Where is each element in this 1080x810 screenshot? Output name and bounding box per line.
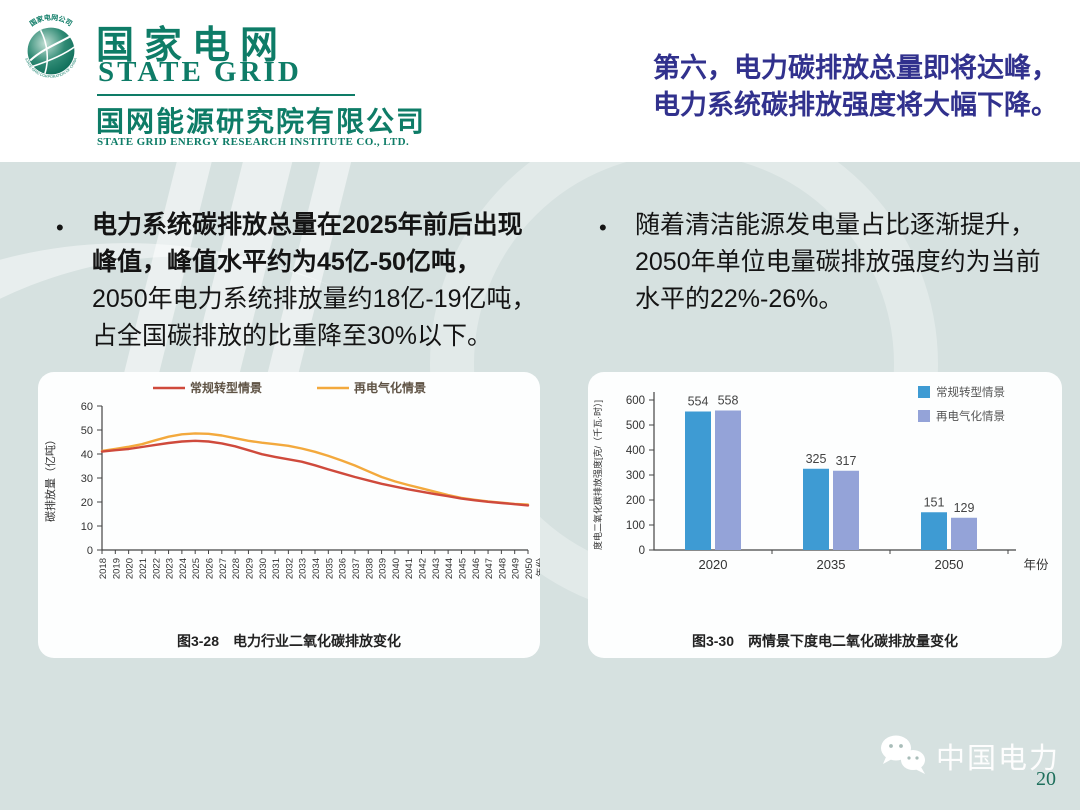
svg-text:2050: 2050 xyxy=(935,557,964,572)
svg-text:100: 100 xyxy=(626,520,645,532)
svg-text:2038: 2038 xyxy=(364,558,375,579)
line-chart-card: 0 10 20 30 40 50 60 2018 2019 2020 2021 2022 2023 202… xyxy=(38,372,547,658)
svg-text:2037: 2037 xyxy=(351,558,362,579)
svg-text:2043: 2043 xyxy=(431,558,442,579)
svg-text:317: 317 xyxy=(836,454,857,468)
svg-text:2042: 2042 xyxy=(418,558,429,579)
svg-text:558: 558 xyxy=(718,394,739,408)
svg-text:2023: 2023 xyxy=(165,558,176,579)
svg-text:年份: 年份 xyxy=(535,558,540,578)
bullet-left-line3: 2050年电力系统排放量约18亿-19亿吨， xyxy=(92,285,537,313)
svg-text:2024: 2024 xyxy=(178,558,189,579)
bullet-marker: • xyxy=(599,215,607,240)
svg-text:554: 554 xyxy=(688,395,709,409)
svg-text:2031: 2031 xyxy=(271,558,282,579)
svg-text:2036: 2036 xyxy=(338,558,349,579)
svg-text:600: 600 xyxy=(626,395,645,407)
svg-text:国家电网公司: 国家电网公司 xyxy=(28,13,74,28)
page-number: 20 xyxy=(1036,768,1056,790)
svg-text:2027: 2027 xyxy=(218,558,229,579)
svg-text:2050: 2050 xyxy=(524,558,535,579)
svg-text:500: 500 xyxy=(626,420,645,432)
svg-text:2020: 2020 xyxy=(125,558,136,579)
brand-text: 中国电力 xyxy=(936,743,1061,775)
svg-text:再电气化情景: 再电气化情景 xyxy=(936,409,1005,423)
bullet-marker: • xyxy=(56,215,64,240)
bullet-left-line1: 电力系统碳排放总量在2025年前后出现 xyxy=(92,211,523,239)
logo-ring-top-text: 国家电网公司 xyxy=(28,13,74,28)
svg-text:129: 129 xyxy=(954,501,975,515)
svg-text:2029: 2029 xyxy=(244,558,255,579)
svg-text:60: 60 xyxy=(81,401,93,413)
svg-text:200: 200 xyxy=(626,495,645,507)
svg-text:2044: 2044 xyxy=(444,558,455,579)
svg-text:2046: 2046 xyxy=(471,558,482,579)
svg-text:2030: 2030 xyxy=(258,558,269,579)
svg-text:20: 20 xyxy=(81,497,93,509)
svg-text:2034: 2034 xyxy=(311,558,322,579)
svg-text:300: 300 xyxy=(626,470,645,482)
slide-title-line1: 第六，电力碳排放总量即将达峰， xyxy=(653,53,1058,83)
svg-text:2039: 2039 xyxy=(378,558,389,579)
svg-text:2025: 2025 xyxy=(191,558,202,579)
org-name-en: STATE GRID ENERGY RESEARCH INSTITUTE CO.… xyxy=(97,136,410,148)
svg-text:2018: 2018 xyxy=(98,558,109,579)
footer-brand: 中国电力 xyxy=(878,733,1060,779)
header: 国家电网公司 STATE GRID CORPORATION OF CHINA 国… xyxy=(0,0,1080,162)
bullet-left: • 电力系统碳排放总量在2025年前后出现 峰值，峰值水平约为45亿-50亿吨，… xyxy=(56,207,552,355)
svg-text:2035: 2035 xyxy=(324,558,335,579)
svg-text:常规转型情景: 常规转型情景 xyxy=(936,385,1005,399)
svg-text:常规转型情景: 常规转型情景 xyxy=(190,380,262,395)
bar-chart-caption: 图3-30 两情景下度电二氧化碳排放量变化 xyxy=(691,633,959,649)
svg-text:2022: 2022 xyxy=(151,558,162,579)
svg-text:40: 40 xyxy=(81,449,93,461)
bullet-right-line2: 2050年单位电量碳排放强度约为当前 xyxy=(635,248,1041,276)
svg-text:325: 325 xyxy=(806,452,827,466)
svg-text:2019: 2019 xyxy=(111,558,122,579)
bar-chart-card: 0 100 200 300 400 500 600 554 558 2020 325 317 2035 1… xyxy=(588,372,1062,658)
bullet-right-line3: 水平的22%-26%。 xyxy=(635,285,844,313)
svg-text:50: 50 xyxy=(81,425,93,437)
state-grid-globe-icon: 国家电网公司 STATE GRID CORPORATION OF CHINA xyxy=(24,13,78,79)
org-name-cn: 国网能源研究院有限公司 xyxy=(96,106,427,137)
bullet-right-line1: 随着清洁能源发电量占比逐渐提升， xyxy=(635,211,1036,239)
slide-title: 第六，电力碳排放总量即将达峰， 电力系统碳排放强度将大幅下降。 xyxy=(653,50,1073,124)
svg-text:2032: 2032 xyxy=(284,558,295,579)
svg-text:2041: 2041 xyxy=(404,558,415,579)
svg-text:0: 0 xyxy=(87,545,93,557)
svg-text:151: 151 xyxy=(924,495,945,509)
svg-text:2049: 2049 xyxy=(511,558,522,579)
svg-text:2026: 2026 xyxy=(205,558,216,579)
svg-text:碳排放量（亿吨）: 碳排放量（亿吨） xyxy=(43,434,57,522)
slide-title-line2: 电力系统碳排放强度将大幅下降。 xyxy=(653,90,1058,120)
svg-text:再电气化情景: 再电气化情景 xyxy=(354,380,426,395)
bullet-right: • 随着清洁能源发电量占比逐渐提升， 2050年单位电量碳排放强度约为当前 水平… xyxy=(599,207,1075,318)
svg-text:度电二氧化碳排放强度[克/（千瓦·时）]: 度电二氧化碳排放强度[克/（千瓦·时）] xyxy=(592,400,603,550)
svg-text:2028: 2028 xyxy=(231,558,242,579)
logo-title-cn: 国家电网 xyxy=(96,25,289,67)
svg-text:2021: 2021 xyxy=(138,558,149,579)
logo-divider xyxy=(97,94,355,96)
svg-text:2020: 2020 xyxy=(699,557,728,572)
svg-text:年份: 年份 xyxy=(1023,558,1049,572)
svg-text:2048: 2048 xyxy=(497,558,508,579)
svg-text:2045: 2045 xyxy=(457,558,468,579)
svg-text:400: 400 xyxy=(626,445,645,457)
svg-text:2035: 2035 xyxy=(817,557,846,572)
svg-text:0: 0 xyxy=(639,545,645,557)
logo-title-en: STATE GRID xyxy=(98,56,302,88)
svg-text:10: 10 xyxy=(81,521,93,533)
bullet-left-line2: 峰值，峰值水平约为45亿-50亿吨， xyxy=(92,248,481,276)
bullet-left-line4: 占全国碳排放的比重降至30%以下。 xyxy=(92,322,493,350)
svg-text:30: 30 xyxy=(81,473,93,485)
wechat-icon xyxy=(881,735,925,774)
bar-chart-svg: 0 100 200 300 400 500 600 554 558 2020 325 317 2035 1… xyxy=(592,385,1049,572)
svg-text:2033: 2033 xyxy=(298,558,309,579)
svg-text:2040: 2040 xyxy=(391,558,402,579)
line-chart-caption: 图3-28 电力行业二氧化碳排放变化 xyxy=(176,633,402,649)
svg-text:2047: 2047 xyxy=(484,558,495,579)
